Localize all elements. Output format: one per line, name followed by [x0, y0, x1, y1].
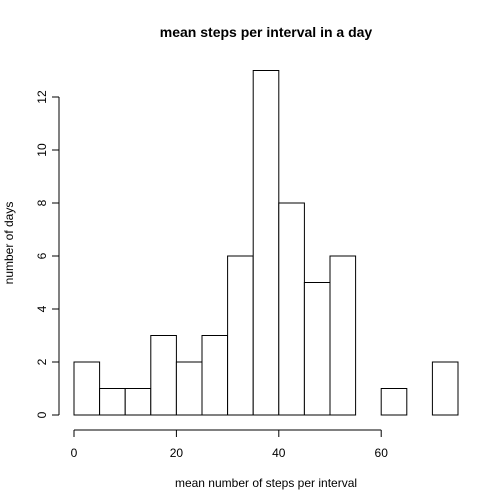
- y-tick-label: 0: [35, 411, 49, 418]
- x-tick-label: 0: [71, 446, 78, 460]
- x-axis-label: mean number of steps per interval: [175, 476, 357, 490]
- histogram-bar-10-15: [124, 388, 152, 416]
- y-tick-label: 12: [35, 90, 49, 104]
- histogram-bar-50-55: [329, 255, 357, 416]
- histogram-bar-45-50: [303, 282, 331, 416]
- histogram-bar-35-40: [252, 70, 280, 416]
- bars-group: [73, 70, 459, 416]
- x-tick-label: 60: [375, 446, 389, 460]
- y-axis: 0 2 4 6 8 10 12: [35, 90, 60, 418]
- histogram-bar-60-65: [380, 388, 408, 416]
- histogram-bar-0-5: [73, 361, 101, 416]
- histogram-bar-20-25: [175, 361, 203, 416]
- x-tick-label: 20: [170, 446, 184, 460]
- y-tick-label: 2: [35, 358, 49, 365]
- histogram-bar-15-20: [150, 335, 177, 416]
- chart-title: mean steps per interval in a day: [160, 24, 373, 40]
- histogram-bar-70-75: [431, 361, 459, 416]
- histogram-bar-30-35: [227, 255, 254, 416]
- histogram-bar-25-30: [201, 335, 229, 416]
- y-tick-label: 6: [35, 252, 49, 259]
- x-tick-label: 40: [272, 446, 286, 460]
- y-tick-label: 8: [35, 199, 49, 206]
- y-tick-label: 4: [35, 305, 49, 312]
- histogram-bar-5-10: [99, 388, 126, 416]
- x-axis: 0 20 40 60: [71, 429, 389, 460]
- histogram-bar-40-45: [278, 202, 305, 416]
- y-axis-label: number of days: [2, 202, 16, 285]
- y-tick-label: 10: [35, 143, 49, 157]
